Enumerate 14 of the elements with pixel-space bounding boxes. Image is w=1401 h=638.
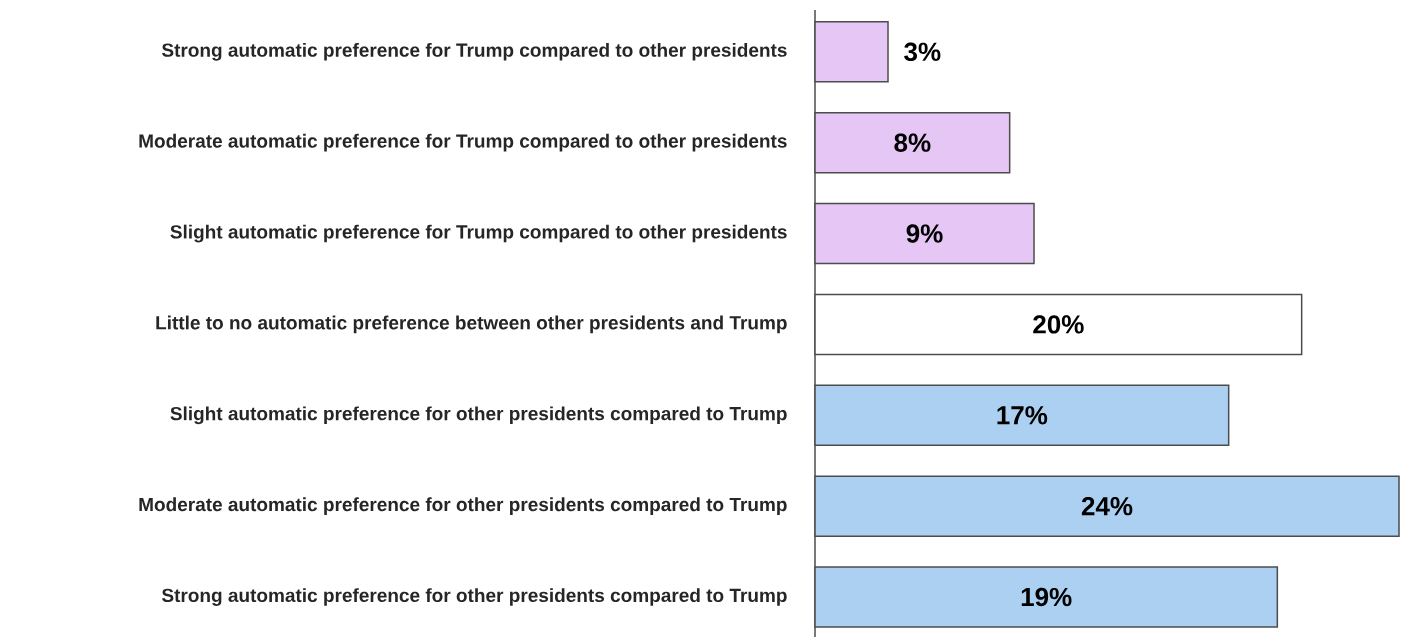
y-tick-label: Moderate automatic preference for Trump compared to other presidents [139, 133, 787, 152]
data-label: 19% [1021, 587, 1072, 607]
y-tick-label: Slight automatic preference for other presidents compared to Trump [170, 406, 787, 425]
y-tick-label: Little to no automatic preference between other presidents and Trump [156, 315, 787, 334]
data-label: 24% [1081, 497, 1133, 516]
data-label: 8% [894, 133, 931, 152]
data-label: 9% [906, 224, 943, 243]
data-label: 17% [997, 406, 1048, 425]
data-label: 3% [904, 42, 941, 62]
y-tick-label: Slight automatic preference for Trump compared to other presidents [170, 224, 787, 243]
y-tick-label: Strong automatic preference for other presidents compared to Trump [161, 588, 787, 607]
y-tick-label: Moderate automatic preference for other presidents compared to Trump [139, 497, 787, 516]
data-label: 20% [1033, 315, 1084, 334]
y-tick-label: Strong automatic preference for Trump compared to other presidents [161, 43, 787, 61]
